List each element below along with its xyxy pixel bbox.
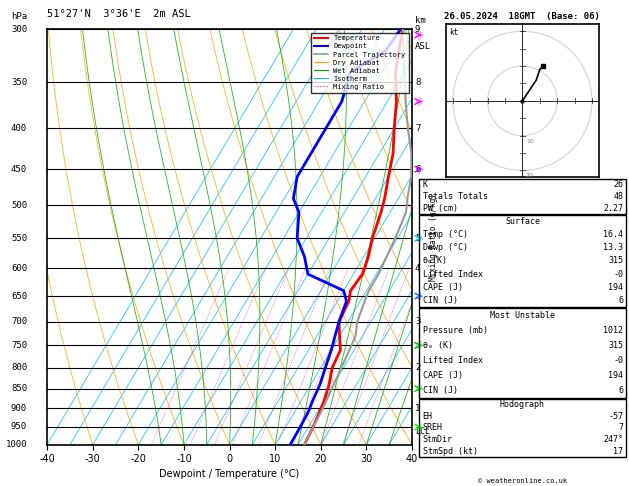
Text: Lifted Index: Lifted Index (423, 356, 482, 364)
Text: 550: 550 (11, 234, 27, 243)
Text: 300: 300 (11, 25, 27, 34)
Text: 6: 6 (618, 295, 623, 305)
Text: LCL: LCL (415, 427, 430, 436)
Text: 194: 194 (608, 282, 623, 292)
Text: -0: -0 (613, 270, 623, 278)
Text: © weatheronline.co.uk: © weatheronline.co.uk (478, 478, 567, 484)
Text: 850: 850 (11, 384, 27, 393)
Text: 5: 5 (415, 234, 420, 243)
Text: 1012: 1012 (603, 326, 623, 335)
X-axis label: Dewpoint / Temperature (°C): Dewpoint / Temperature (°C) (160, 469, 299, 479)
Text: CIN (J): CIN (J) (423, 295, 458, 305)
Text: ///: /// (416, 234, 425, 243)
Text: 6: 6 (415, 165, 420, 174)
Text: Hodograph: Hodograph (500, 400, 545, 409)
Text: 2: 2 (189, 447, 192, 452)
Text: 2.27: 2.27 (603, 204, 623, 213)
Text: 6: 6 (257, 447, 260, 452)
Text: Lifted Index: Lifted Index (423, 270, 482, 278)
Text: 194: 194 (608, 370, 623, 380)
Text: 20: 20 (338, 447, 346, 452)
Text: 1: 1 (415, 404, 420, 413)
Text: 315: 315 (608, 341, 623, 349)
Text: 2: 2 (415, 363, 420, 372)
Text: hPa: hPa (11, 12, 27, 21)
Text: 4: 4 (230, 447, 235, 452)
Text: 26.05.2024  18GMT  (Base: 06): 26.05.2024 18GMT (Base: 06) (445, 12, 600, 21)
Text: 247°: 247° (603, 435, 623, 444)
Text: 9: 9 (415, 25, 420, 34)
Text: 10: 10 (289, 447, 297, 452)
Text: CAPE (J): CAPE (J) (423, 370, 463, 380)
Text: -0: -0 (613, 356, 623, 364)
Text: 800: 800 (11, 363, 27, 372)
Text: 600: 600 (11, 264, 27, 273)
Text: 700: 700 (11, 317, 27, 326)
Text: ///: /// (416, 422, 425, 432)
Text: ///: /// (416, 164, 425, 174)
Text: 10: 10 (526, 139, 533, 143)
Legend: Temperature, Dewpoint, Parcel Trajectory, Dry Adiabat, Wet Adiabat, Isotherm, Mi: Temperature, Dewpoint, Parcel Trajectory… (311, 33, 408, 93)
Text: ///: /// (416, 30, 425, 39)
Text: Surface: Surface (505, 217, 540, 226)
Text: ///: /// (416, 341, 425, 350)
Text: Most Unstable: Most Unstable (490, 311, 555, 320)
Text: ///: /// (416, 97, 425, 106)
Text: 7: 7 (415, 124, 420, 133)
Text: 450: 450 (11, 165, 27, 174)
Text: 15: 15 (318, 447, 325, 452)
Text: SREH: SREH (423, 423, 443, 432)
Text: Totals Totals: Totals Totals (423, 192, 487, 201)
Text: 1: 1 (150, 447, 153, 452)
Text: Temp (°C): Temp (°C) (423, 230, 468, 240)
Text: km: km (415, 16, 426, 25)
Text: Pressure (mb): Pressure (mb) (423, 326, 487, 335)
Text: 8: 8 (276, 447, 279, 452)
Text: 26: 26 (613, 180, 623, 189)
Text: 16.4: 16.4 (603, 230, 623, 240)
Text: -57: -57 (608, 412, 623, 420)
Text: 3: 3 (415, 317, 420, 326)
Text: 900: 900 (11, 404, 27, 413)
Text: 6: 6 (618, 385, 623, 395)
Text: 48: 48 (613, 192, 623, 201)
Text: 51°27'N  3°36'E  2m ASL: 51°27'N 3°36'E 2m ASL (47, 9, 191, 19)
Text: 1000: 1000 (6, 440, 27, 449)
Text: 500: 500 (11, 201, 27, 210)
Text: CIN (J): CIN (J) (423, 385, 458, 395)
Text: 17: 17 (613, 447, 623, 455)
Text: kt: kt (449, 28, 459, 37)
Text: 25: 25 (355, 447, 363, 452)
Text: Mixing Ratio (g/kg): Mixing Ratio (g/kg) (430, 193, 438, 281)
Text: 400: 400 (11, 124, 27, 133)
Text: 750: 750 (11, 341, 27, 350)
Text: ///: /// (416, 292, 425, 301)
Text: 315: 315 (608, 257, 623, 265)
Text: θₑ(K): θₑ(K) (423, 257, 448, 265)
Text: 4: 4 (415, 264, 420, 273)
Text: CAPE (J): CAPE (J) (423, 282, 463, 292)
Text: 8: 8 (415, 78, 420, 87)
Text: 20: 20 (526, 174, 534, 178)
Text: 7: 7 (618, 423, 623, 432)
Text: PW (cm): PW (cm) (423, 204, 458, 213)
Text: 350: 350 (11, 78, 27, 87)
Text: 650: 650 (11, 292, 27, 300)
Text: 950: 950 (11, 422, 27, 432)
Text: θₑ (K): θₑ (K) (423, 341, 453, 349)
Text: Dewp (°C): Dewp (°C) (423, 243, 468, 252)
Text: StmDir: StmDir (423, 435, 453, 444)
Text: ASL: ASL (415, 42, 431, 51)
Text: 3: 3 (213, 447, 216, 452)
Text: EH: EH (423, 412, 433, 420)
Text: StmSpd (kt): StmSpd (kt) (423, 447, 477, 455)
Text: ///: /// (416, 384, 425, 393)
Text: K: K (423, 180, 428, 189)
Text: 13.3: 13.3 (603, 243, 623, 252)
